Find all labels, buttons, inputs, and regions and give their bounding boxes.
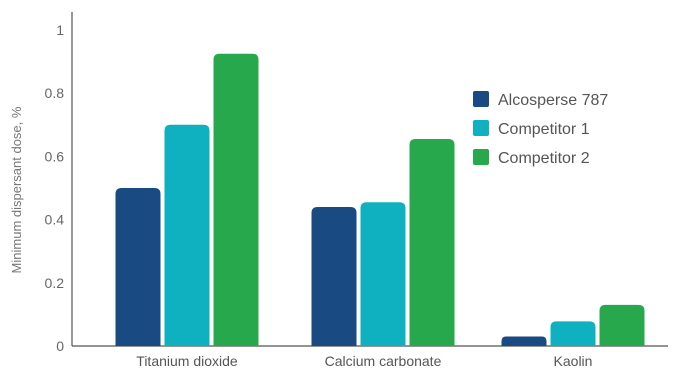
bar <box>599 304 645 346</box>
bar <box>164 124 210 346</box>
bar <box>550 321 596 346</box>
legend-swatch <box>473 120 489 136</box>
y-tick-label: 0.4 <box>45 212 65 228</box>
legend-label: Competitor 2 <box>498 150 590 167</box>
y-tick-label: 0.6 <box>45 148 65 164</box>
bar <box>409 139 455 346</box>
y-tick-label: 0 <box>56 338 64 354</box>
bar <box>311 206 357 346</box>
x-tick-label: Calcium carbonate <box>325 353 442 369</box>
legend-swatch <box>473 149 489 165</box>
bars <box>115 53 645 346</box>
bar <box>213 53 259 346</box>
y-axis-title: Minimum dispersant dose, % <box>9 106 24 273</box>
legend-label: Alcosperse 787 <box>498 92 608 109</box>
legend: Alcosperse 787 Competitor 1 Competitor 2 <box>473 91 608 167</box>
y-tick-label: 1 <box>56 22 64 38</box>
x-tick-label: Kaolin <box>554 353 593 369</box>
bar <box>360 202 406 346</box>
x-tick-label: Titanium dioxide <box>136 353 238 369</box>
axis-labels: 0 0.2 0.4 0.6 0.8 1 Minimum dispersant dose, %… <box>9 22 592 369</box>
legend-label: Competitor 1 <box>498 121 590 138</box>
y-tick-label: 0.2 <box>45 275 65 291</box>
legend-swatch <box>473 91 489 107</box>
bar <box>501 336 547 346</box>
bar <box>115 188 161 346</box>
y-tick-label: 0.8 <box>45 85 65 101</box>
